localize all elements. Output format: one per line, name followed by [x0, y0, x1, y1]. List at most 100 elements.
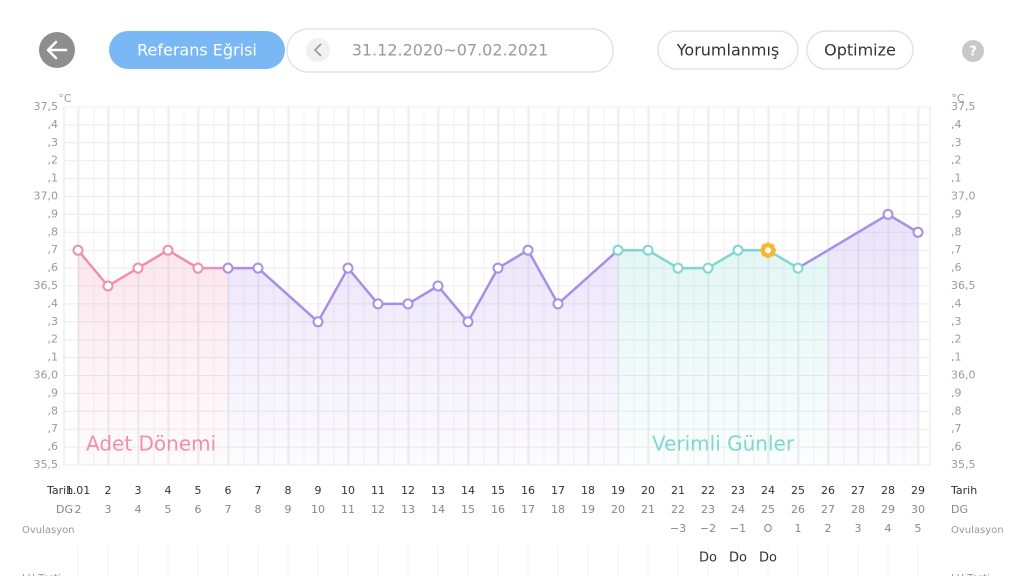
dg-label: 19	[581, 503, 595, 516]
line-segment	[706, 248, 740, 270]
y-tick-label: 36,0	[34, 369, 59, 382]
data-point	[702, 262, 714, 274]
ovulation-label: −1	[730, 522, 746, 535]
y-tick-label: ,9	[48, 207, 59, 220]
dg-label: 3	[105, 503, 112, 516]
reference-button[interactable]: Referans Eğrisi	[109, 31, 285, 69]
data-point	[792, 262, 804, 274]
line-segment	[406, 284, 440, 306]
data-point	[192, 262, 204, 274]
line-segment	[436, 284, 470, 324]
ovulation-label: −3	[670, 522, 686, 535]
data-point	[372, 298, 384, 310]
dg-label: 25	[761, 503, 775, 516]
optimize-button[interactable]: Optimize	[806, 30, 914, 70]
date-label: 6	[225, 484, 232, 497]
date-label: 23	[731, 484, 745, 497]
ovulation-row-label: Ovulasyon	[22, 525, 75, 536]
line-segment	[106, 266, 140, 288]
y-tick-label: ,9	[48, 386, 59, 399]
y-tick-label-right: ,1	[951, 172, 962, 185]
ovulation-label: 5	[915, 522, 922, 535]
y-tick-label-right: ,9	[951, 207, 962, 220]
y-tick-label-right: ,9	[951, 386, 962, 399]
data-point	[462, 316, 474, 328]
y-tick-label: ,4	[48, 297, 59, 310]
date-label: 16	[521, 484, 535, 497]
petal-center	[765, 247, 771, 254]
region	[828, 214, 918, 465]
line-segment	[886, 213, 920, 234]
back-button[interactable]	[39, 32, 75, 68]
date-label: 19	[611, 484, 625, 497]
line-segment	[526, 248, 560, 306]
line-segment	[256, 266, 320, 324]
dg-label: 24	[731, 503, 745, 516]
help-button[interactable]: ?	[962, 40, 984, 62]
dg-label: 23	[701, 503, 715, 516]
dg-label: 12	[371, 503, 385, 516]
commented-button[interactable]: Yorumlanmış	[657, 30, 799, 70]
dg-label: 16	[491, 503, 505, 516]
ovulation-label: −2	[700, 522, 716, 535]
y-tick-label-right: 37,5	[951, 100, 976, 113]
date-label: 5	[195, 484, 202, 497]
data-point	[102, 280, 114, 292]
y-tick-label-right: ,1	[951, 351, 962, 364]
y-tick-label: ,2	[48, 333, 59, 346]
y-tick-label: ,8	[48, 404, 59, 417]
unit-right: °C	[951, 92, 965, 105]
date-label: 11	[371, 484, 385, 497]
y-tick-label: ,1	[48, 172, 59, 185]
dg-label: 21	[641, 503, 655, 516]
dg-label: 9	[285, 503, 292, 516]
line-segment	[346, 266, 380, 306]
y-tick-label: 35,5	[34, 458, 59, 471]
date-label: 13	[431, 484, 445, 497]
y-tick-label-right: 36,0	[951, 369, 976, 382]
dg-label: 30	[911, 503, 925, 516]
line-segment	[796, 213, 890, 270]
dg-label: 5	[165, 503, 172, 516]
data-point	[612, 244, 624, 256]
data-point	[342, 262, 354, 274]
data-point	[222, 262, 234, 274]
data-point	[732, 244, 744, 256]
y-tick-label-right: 37,0	[951, 190, 976, 203]
dg-label: 15	[461, 503, 475, 516]
date-label: 29	[911, 484, 925, 497]
lh-row-label: LH Testi	[22, 573, 61, 576]
y-tick-label-right: ,8	[951, 404, 962, 417]
date-label: 2	[105, 484, 112, 497]
period-label: Adet Dönemi	[86, 432, 216, 456]
line-segment	[316, 266, 350, 324]
y-tick-label-right: ,7	[951, 243, 962, 256]
y-tick-label-right: ,4	[951, 118, 962, 131]
y-tick-label: ,7	[48, 243, 59, 256]
date-label: 3	[135, 484, 142, 497]
y-tick-label: 37,0	[34, 190, 59, 203]
ovulation-marker	[760, 242, 776, 259]
fertile-label: Verimli Günler	[652, 432, 795, 456]
date-row-label: Tarih	[46, 484, 73, 497]
date-row-label-right: Tarih	[950, 484, 977, 497]
dg-label: 17	[521, 503, 535, 516]
data-point	[132, 262, 144, 274]
dg-label: 8	[255, 503, 262, 516]
y-tick-label: ,1	[48, 351, 59, 364]
y-tick-label-right: ,2	[951, 154, 962, 167]
ovulation-label: 3	[855, 522, 862, 535]
data-point	[552, 298, 564, 310]
y-tick-label: ,2	[48, 154, 59, 167]
dg-label: 27	[821, 503, 835, 516]
date-label: 28	[881, 484, 895, 497]
y-tick-label-right: ,3	[951, 315, 962, 328]
y-tick-label-right: ,4	[951, 297, 962, 310]
y-tick-label: 37,5	[34, 100, 59, 113]
plot: 35,5 35,5 ,6 ,6 ,7 ,7 ,8 ,8 ,9 ,9 36,0 36,0 ,1 ,1 ,2 ,2…	[22, 100, 1004, 576]
data-point	[402, 298, 414, 310]
date-range[interactable]: 31.12.2020~07.02.2021	[286, 28, 614, 73]
date-label: 1.01	[66, 484, 91, 497]
optimize-button-label: Optimize	[824, 41, 896, 60]
date-label: 4	[165, 484, 172, 497]
